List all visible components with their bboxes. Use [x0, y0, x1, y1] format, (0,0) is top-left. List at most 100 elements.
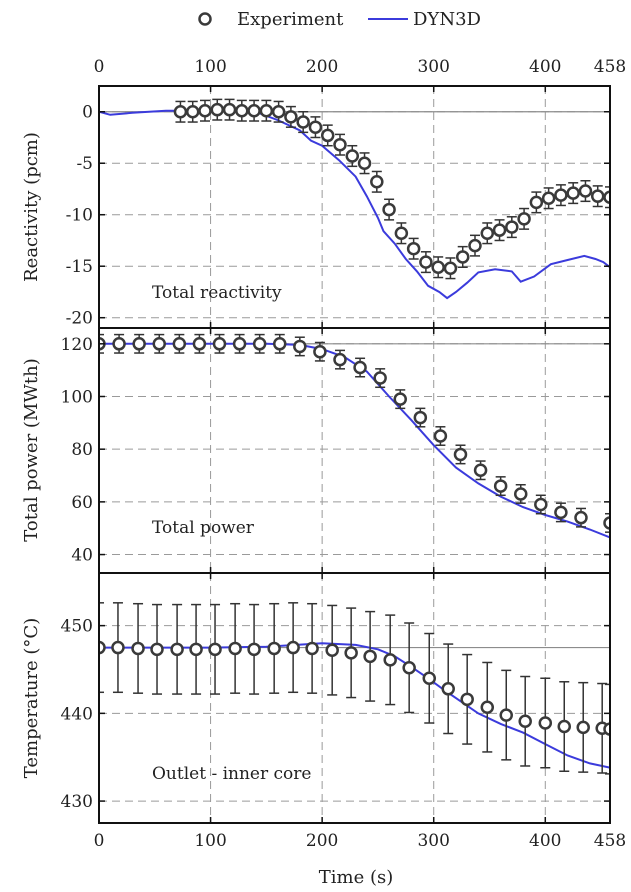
reactivity-experiment-point [235, 103, 249, 118]
chart-panels: 0 -5 -10 -15 -20 Total reactivity Reactivity (… [21, 85, 611, 824]
top-x-tick-labels: 0 100 200 300 400 458 [94, 57, 627, 77]
power-dyn3d-line [99, 342, 610, 539]
power-experiment-point [603, 516, 610, 530]
power-experiment-point [293, 339, 307, 354]
reactivity-experiment-point [394, 226, 409, 241]
temperature-experiment-point [325, 643, 339, 657]
temperature-experiment-point [460, 692, 474, 707]
reactivity-experiment-point [419, 255, 433, 269]
reactivity-experiment-point [566, 186, 580, 200]
top-x-tick-label: 300 [417, 57, 449, 77]
reactivity-experiment-series [173, 98, 610, 280]
bottom-x-tick-label: 100 [194, 831, 226, 851]
temperature-experiment-point [208, 642, 222, 657]
reactivity-experiment-point [271, 104, 286, 119]
temperature-experiment-point [557, 719, 572, 734]
reactivity-experiment-point [431, 260, 445, 274]
temperature-experiment-series [99, 602, 610, 775]
reactivity-experiment-point [443, 261, 458, 276]
power-y-axis-title: Total power (MWth) [21, 358, 42, 541]
power-experiment-point [534, 497, 548, 512]
bottom-x-tick-label: 458 [594, 831, 626, 851]
reactivity-experiment-point [578, 184, 593, 198]
temperature-experiment-point [267, 641, 281, 656]
reactivity-experiment-point [210, 102, 225, 117]
reactivity-y-tick-label: -10 [66, 206, 93, 226]
power-experiment-point [433, 429, 448, 443]
temperature-experiment-point [247, 642, 261, 657]
power-experiment-point [172, 337, 187, 351]
power-experiment-point [272, 337, 287, 351]
reactivity-y-tick-label: -20 [66, 309, 93, 329]
power-experiment-point [473, 463, 488, 478]
power-y-tick-label: 120 [61, 335, 93, 355]
legend-experiment-marker [198, 12, 212, 26]
reactivity-experiment-point [222, 102, 237, 117]
reactivity-experiment-point [198, 103, 212, 118]
temperature-annotation: Outlet - inner core [152, 764, 311, 784]
power-experiment-point [333, 352, 347, 367]
reactivity-experiment-point [468, 238, 482, 253]
x-axis-title: Time (s) [319, 867, 394, 888]
bottom-x-tick-labels: 0 100 200 300 400 458 [94, 831, 627, 851]
power-annotation: Total power [152, 518, 255, 538]
power-experiment-point [212, 337, 227, 351]
temperature-experiment-point [286, 640, 300, 655]
bottom-x-tick-label: 300 [417, 831, 449, 851]
temperature-experiment-point [189, 642, 203, 657]
temperature-experiment-point [228, 641, 242, 656]
power-experiment-point [232, 337, 247, 351]
temperature-experiment-point [422, 671, 437, 686]
reactivity-experiment-point [173, 104, 188, 119]
reactivity-y-axis-title: Reactivity (pcm) [21, 132, 42, 282]
reactivity-experiment-point [185, 104, 200, 119]
power-experiment-point [152, 337, 166, 351]
reactivity-experiment-point [308, 120, 323, 134]
power-y-tick-label: 60 [71, 493, 93, 513]
reactivity-experiment-point [603, 190, 610, 204]
reactivity-experiment-point [554, 188, 568, 202]
temperature-experiment-point [305, 641, 319, 656]
reactivity-experiment-point [406, 241, 421, 256]
reactivity-experiment-point [492, 223, 507, 237]
temperature-experiment-point [538, 716, 553, 730]
panel-power: 40 60 80 100 120 Total power Total power (MWth… [21, 327, 611, 574]
reactivity-experiment-point [284, 110, 298, 124]
temperature-experiment-point [402, 660, 416, 675]
power-experiment-point [132, 337, 146, 351]
power-experiment-point [353, 360, 367, 375]
reactivity-experiment-point [455, 250, 470, 264]
temperature-experiment-point [576, 720, 590, 735]
power-experiment-point [252, 337, 267, 351]
temperature-experiment-point [99, 640, 106, 655]
temperature-experiment-point [363, 649, 377, 664]
reactivity-experiment-point [320, 128, 335, 143]
power-experiment-point [112, 337, 126, 351]
reactivity-y-tick-label: -15 [66, 257, 93, 277]
temperature-experiment-point [111, 640, 125, 655]
temperature-experiment-point [131, 641, 145, 656]
temperature-experiment-point [499, 708, 513, 722]
reactivity-experiment-point [517, 212, 531, 226]
top-x-tick-label: 400 [529, 57, 561, 77]
temperature-y-tick-label: 440 [61, 704, 93, 724]
power-experiment-point [393, 392, 407, 406]
reactivity-y-tick-label: -5 [76, 154, 93, 174]
top-x-tick-label: 458 [594, 57, 626, 77]
temperature-experiment-point [170, 642, 184, 657]
power-experiment-point [192, 337, 207, 351]
temperature-experiment-point [441, 682, 455, 696]
power-experiment-point [513, 487, 528, 501]
top-x-tick-label: 100 [194, 57, 226, 77]
power-y-tick-label: 80 [71, 440, 93, 460]
reactivity-annotation: Total reactivity [152, 283, 282, 303]
reactivity-y-tick-label: 0 [82, 103, 93, 123]
power-experiment-point [313, 344, 327, 359]
power-y-tick-label: 100 [61, 387, 93, 407]
power-experiment-point [554, 505, 568, 520]
reactivity-experiment-point [357, 156, 372, 170]
power-experiment-point [373, 371, 387, 385]
panel-temperature: 430 440 450 Outlet - inner core Temperature … [21, 572, 611, 824]
top-x-tick-label: 0 [94, 57, 105, 77]
